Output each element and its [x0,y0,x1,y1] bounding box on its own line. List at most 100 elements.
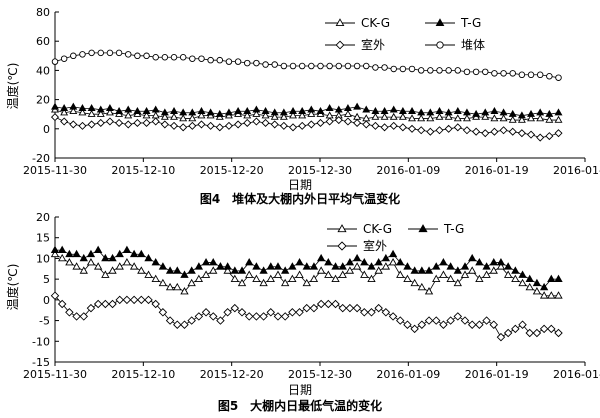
data-point [453,106,462,114]
data-point [324,270,333,278]
data-point [408,114,416,122]
data-point [209,258,218,266]
data-point [345,266,355,274]
data-point [96,109,105,117]
data-point [179,54,187,61]
data-point [124,111,133,119]
data-point [410,266,419,274]
data-point [403,262,412,270]
data-point [234,58,242,65]
data-point [215,123,224,132]
y-tick-label: 0 [43,123,50,136]
data-point [51,102,59,110]
data-point [547,274,556,282]
data-point [454,67,462,74]
y-tick-label: -10 [32,335,50,348]
data-point [224,121,233,130]
data-point [201,270,211,278]
y-axis-label: 温度(℃) [5,63,20,110]
data-point [144,253,153,262]
data-point [545,109,554,117]
data-point [273,262,283,270]
data-point [79,51,86,58]
data-point [187,266,196,274]
data-point [115,249,124,258]
data-point [518,278,527,287]
data-point [307,109,316,117]
data-point [108,266,117,274]
y-tick-label: 20 [36,211,50,224]
data-point [352,262,362,270]
data-point [215,109,224,117]
data-point [105,108,114,116]
x-tick-label: 2015-12-30 [288,164,352,177]
data-point [468,253,477,262]
data-point [79,253,88,262]
data-point [93,262,103,270]
data-point [51,58,59,65]
data-point [224,108,233,116]
data-point [317,62,324,70]
data-point [360,270,369,278]
data-point [223,308,232,317]
data-point [424,266,434,274]
data-point [280,312,290,321]
data-point [508,127,517,136]
data-point [161,54,169,61]
data-point [78,104,87,112]
data-point [60,104,69,112]
data-point [472,68,480,76]
data-point [298,111,307,119]
data-point [444,108,453,116]
data-point [78,121,87,130]
data-point [539,324,549,334]
data-point [360,308,369,317]
data-point [252,274,261,282]
data-point [389,121,398,130]
axes: -15 -10 -5 0 5 10 15 20 2015-11-30 2015-12-10 2015… [23,211,600,381]
data-point [237,278,247,287]
data-point [403,320,412,329]
data-point [554,129,563,138]
data-point [105,117,114,126]
data-point [309,274,319,282]
data-point [108,299,117,309]
chart-caption: 图4 堆体及大棚内外日平均气温变化 [200,191,400,206]
data-point [280,278,290,287]
data-point [381,64,388,71]
data-point [331,299,340,309]
data-point [230,274,239,282]
data-point [532,278,542,287]
data-point [216,262,225,270]
data-point [151,111,160,119]
data-point [374,258,383,266]
legend-marker [337,224,347,233]
data-point [279,108,288,116]
data-point [508,109,517,117]
data-point [408,65,416,73]
data-point [539,282,549,291]
x-tick-label: 2015-12-20 [200,368,264,381]
data-point [435,112,444,120]
data-point [152,54,159,61]
data-point [295,258,304,266]
data-point [288,274,297,282]
data-point [180,287,189,295]
data-point [555,74,562,81]
data-point [280,266,290,274]
data-point [417,114,426,122]
data-point [261,118,270,127]
x-axis-label: 日期 [288,178,312,192]
x-tick-label: 2015-12-20 [200,164,264,177]
data-point [489,258,498,266]
data-point [198,55,205,62]
series-1 [51,102,563,119]
data-point [331,274,340,282]
data-point [435,106,444,114]
y-tick-label: 15 [36,232,50,245]
data-point [266,262,275,270]
data-point [70,52,77,60]
data-point [50,291,60,300]
data-point [381,308,391,317]
